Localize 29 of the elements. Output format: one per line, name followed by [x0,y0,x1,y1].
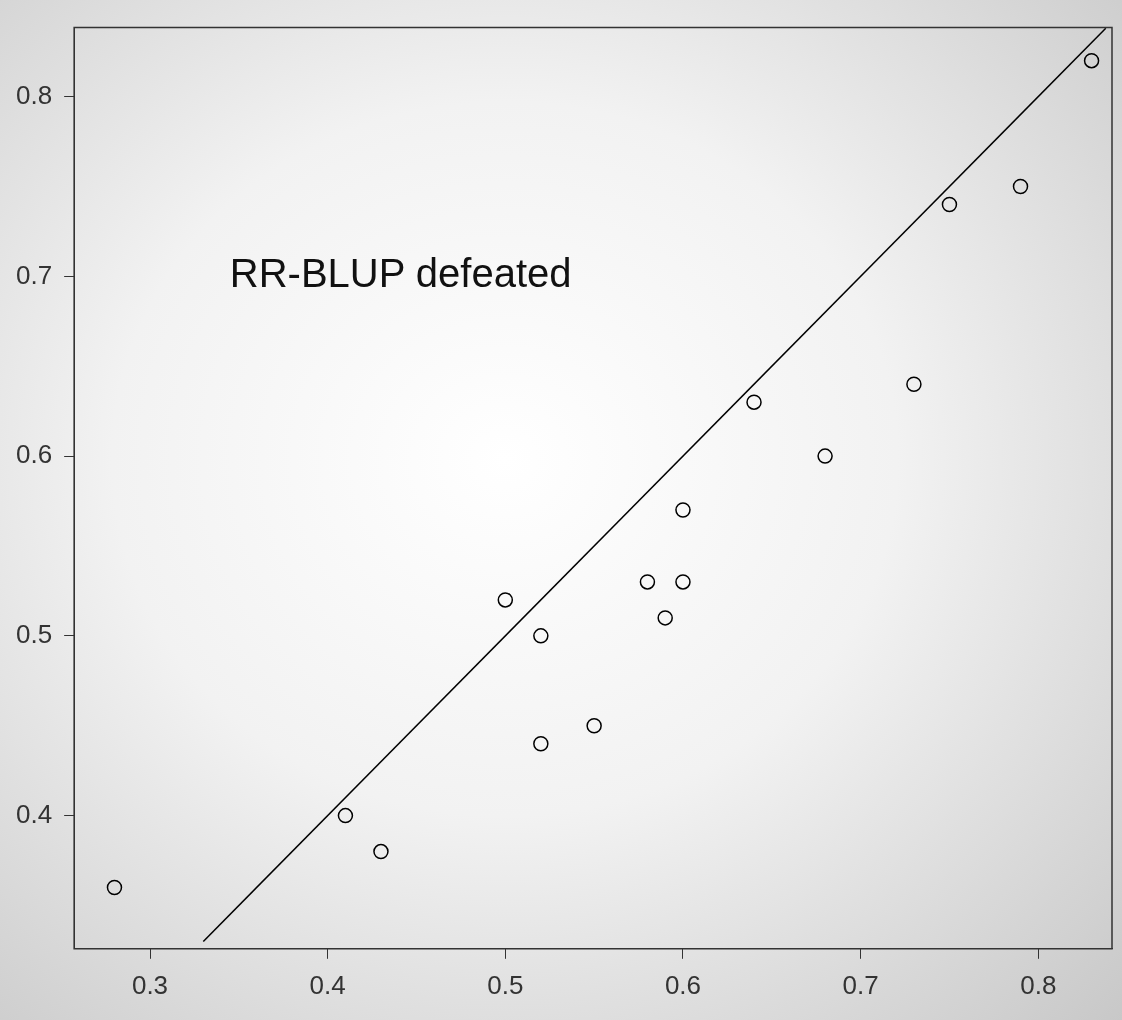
point [906,376,922,392]
point [337,807,354,824]
point [1012,178,1029,195]
x-tick-label: 0.5 [487,969,524,1000]
x-tick-label: 0.6 [664,969,702,1000]
point [106,879,123,896]
point [657,610,673,626]
point [746,394,762,410]
y-tick-label: 0.5 [15,619,53,650]
point [675,502,691,518]
point [497,592,514,608]
point [675,574,691,590]
point [817,448,833,464]
point [373,843,389,860]
x-tick-label: 0.8 [1020,969,1057,1000]
x-tick-label: 0.7 [842,969,879,1000]
point [639,574,656,590]
point [941,196,958,213]
y-tick-label: 0.7 [15,259,53,290]
point [533,628,549,644]
y-tick-label: 0.4 [15,798,53,829]
point [586,717,602,734]
annotation: RR-BLUP defeated [229,251,572,296]
y-tick-label: 0.6 [15,439,53,470]
point [533,735,549,752]
x-tick-label: 0.4 [309,969,346,1000]
x-tick-label: 0.3 [131,969,169,1000]
point [1083,52,1100,69]
y-tick-label: 0.8 [15,79,53,110]
